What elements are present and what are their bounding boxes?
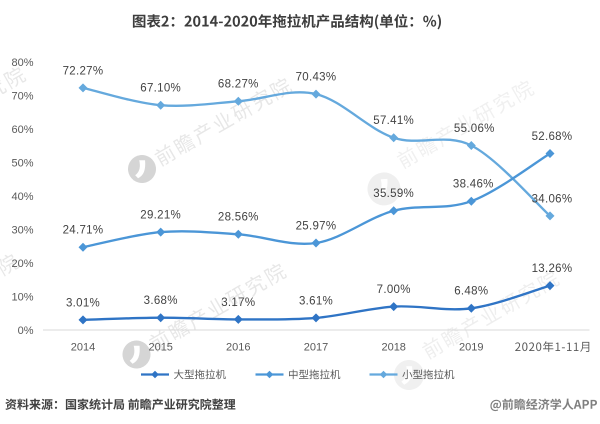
svg-text:2015: 2015 xyxy=(148,342,172,354)
svg-text:10%: 10% xyxy=(11,291,33,303)
svg-text:50%: 50% xyxy=(11,157,33,169)
svg-text:3.61%: 3.61% xyxy=(299,295,333,307)
svg-text:67.10%: 67.10% xyxy=(140,83,181,95)
svg-text:30%: 30% xyxy=(11,224,33,236)
svg-text:20%: 20% xyxy=(11,258,33,270)
svg-text:2019: 2019 xyxy=(459,342,483,354)
svg-text:6.48%: 6.48% xyxy=(454,286,488,298)
svg-text:29.21%: 29.21% xyxy=(140,210,181,222)
svg-text:2016: 2016 xyxy=(226,342,250,354)
svg-text:35.59%: 35.59% xyxy=(373,188,414,200)
svg-text:7.00%: 7.00% xyxy=(377,284,411,296)
svg-text:3.17%: 3.17% xyxy=(221,297,255,309)
svg-text:70.43%: 70.43% xyxy=(296,72,337,84)
svg-text:3.01%: 3.01% xyxy=(66,297,100,309)
svg-text:2018: 2018 xyxy=(381,342,405,354)
svg-text:40%: 40% xyxy=(11,191,33,203)
svg-text:72.27%: 72.27% xyxy=(63,65,104,77)
svg-text:70%: 70% xyxy=(11,90,33,102)
svg-text:2017: 2017 xyxy=(304,342,328,354)
svg-text:57.41%: 57.41% xyxy=(373,115,414,127)
svg-text:28.56%: 28.56% xyxy=(218,212,259,224)
svg-text:13.26%: 13.26% xyxy=(532,263,573,275)
svg-text:2014: 2014 xyxy=(71,342,95,354)
svg-text:38.46%: 38.46% xyxy=(453,179,494,191)
svg-text:34.06%: 34.06% xyxy=(532,193,573,205)
svg-text:0%: 0% xyxy=(18,325,34,337)
svg-text:24.71%: 24.71% xyxy=(63,225,104,237)
svg-text:60%: 60% xyxy=(11,124,33,136)
svg-text:80%: 80% xyxy=(11,57,33,69)
svg-text:68.27%: 68.27% xyxy=(218,79,259,91)
svg-text:25.97%: 25.97% xyxy=(296,220,337,232)
svg-text:3.68%: 3.68% xyxy=(144,295,178,307)
svg-text:52.68%: 52.68% xyxy=(532,131,573,143)
svg-text:55.06%: 55.06% xyxy=(454,123,495,135)
